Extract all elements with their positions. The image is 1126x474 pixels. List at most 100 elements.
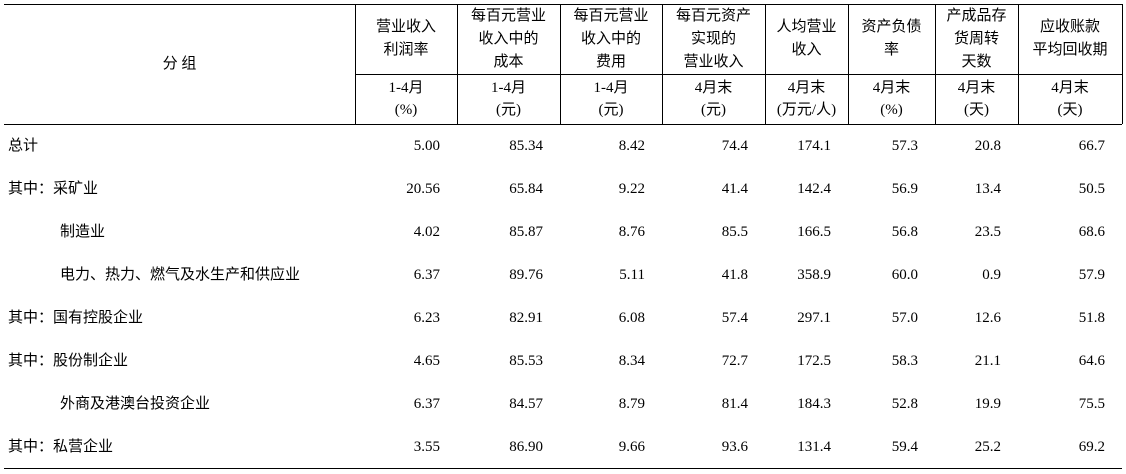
cell-value: 51.8 [1078, 310, 1105, 326]
cell-value: 8.34 [618, 353, 645, 369]
row-label: 外商及港澳台投资企业 [60, 396, 211, 412]
cell-value: 13.4 [974, 181, 1001, 197]
cell-value: 50.5 [1078, 181, 1105, 197]
rule [560, 4, 561, 124]
cell-value: 89.76 [509, 267, 543, 283]
column-title: 产成品存 [946, 7, 1007, 24]
row-label: 制造业 [60, 224, 106, 240]
column-title: 收入 [791, 42, 822, 58]
cell-value: 297.1 [797, 310, 831, 326]
cell-value: 5.00 [413, 138, 440, 154]
cell-value: 68.6 [1078, 224, 1105, 240]
column-period: 4月末 [1051, 80, 1089, 96]
column-unit: (元) [598, 102, 624, 118]
column-title: 实现的 [690, 30, 736, 47]
cell-value: 19.9 [974, 396, 1001, 412]
rule [848, 4, 849, 124]
column-period: 1-4月 [593, 80, 629, 96]
cell-value: 4.02 [413, 224, 440, 240]
cell-value: 8.76 [618, 224, 645, 240]
column-title: 营业收入 [683, 53, 744, 70]
cell-value: 65.84 [509, 181, 543, 197]
cell-value: 57.4 [721, 310, 748, 326]
column-period: 4月末 [957, 80, 996, 96]
cell-value: 74.4 [721, 138, 748, 154]
cell-value: 3.55 [413, 439, 440, 455]
column-title: 平均回收期 [1032, 42, 1108, 58]
column-title: 率 [883, 42, 899, 58]
rule [457, 4, 458, 124]
cell-value: 41.4 [721, 181, 748, 197]
cell-value: 174.1 [797, 138, 831, 154]
cell-value: 20.8 [974, 138, 1001, 154]
cell-value: 21.1 [974, 353, 1001, 369]
cell-value: 84.57 [509, 396, 543, 412]
cell-value: 6.08 [618, 310, 645, 326]
cell-value: 6.23 [413, 310, 440, 326]
column-period: 1-4月 [491, 80, 526, 96]
cell-value: 56.9 [891, 181, 918, 197]
cell-value: 57.9 [1078, 267, 1105, 283]
cell-value: 56.8 [891, 224, 918, 240]
row-label: 其中：私营企业 [8, 439, 114, 455]
cell-value: 93.6 [721, 439, 748, 455]
row-label: 其中：股份制企业 [8, 353, 129, 369]
column-title: 货周转 [953, 30, 999, 47]
cell-value: 25.2 [974, 439, 1001, 455]
cell-value: 59.4 [891, 439, 918, 455]
column-title: 收入中的 [580, 30, 641, 47]
cell-value: 172.5 [797, 353, 831, 369]
cell-value: 58.3 [891, 353, 918, 369]
cell-value: 57.3 [891, 138, 918, 154]
column-unit: (天) [964, 102, 989, 118]
column-title: 每百元资产 [675, 7, 751, 24]
cell-value: 9.22 [618, 181, 645, 197]
column-title: 费用 [595, 53, 626, 70]
cell-value: 69.2 [1078, 439, 1105, 455]
rule [355, 4, 356, 124]
column-title: 利润率 [383, 42, 429, 58]
rule [935, 4, 936, 124]
cell-value: 23.5 [974, 224, 1001, 240]
cell-value: 66.7 [1078, 138, 1105, 154]
column-period: 1-4月 [388, 80, 424, 96]
cell-value: 86.90 [509, 439, 543, 455]
cell-value: 166.5 [797, 224, 831, 240]
cell-value: 8.79 [618, 396, 645, 412]
column-title: 收入中的 [478, 30, 539, 47]
column-period: 4月末 [787, 80, 826, 96]
cell-value: 82.91 [509, 310, 543, 326]
cell-value: 41.8 [721, 267, 748, 283]
cell-value: 85.53 [509, 353, 543, 369]
cell-value: 9.66 [618, 439, 645, 455]
column-title: 每百元营业 [573, 7, 649, 24]
row-label: 总计 [8, 138, 39, 154]
cell-value: 85.5 [721, 224, 748, 240]
cell-value: 6.37 [413, 267, 440, 283]
column-title: 应收账款 [1039, 19, 1100, 35]
cell-value: 4.65 [413, 353, 440, 369]
column-title: 营业收入 [375, 19, 436, 35]
cell-value: 358.9 [797, 267, 831, 283]
cell-value: 12.6 [974, 310, 1001, 326]
cell-value: 57.0 [891, 310, 918, 326]
rule [355, 74, 1122, 75]
cell-value: 81.4 [721, 396, 748, 412]
cell-value: 8.42 [618, 138, 645, 154]
column-title: 人均营业 [776, 19, 837, 35]
column-unit: (元) [701, 102, 726, 118]
column-unit: (%) [394, 102, 418, 118]
rule [1018, 4, 1019, 124]
rule [4, 124, 1122, 125]
rule [1122, 4, 1123, 124]
column-unit: (天) [1057, 102, 1083, 118]
row-label: 其中：采矿业 [8, 181, 99, 197]
cell-value: 85.34 [509, 138, 543, 154]
column-title: 天数 [961, 53, 992, 70]
cell-value: 64.6 [1078, 353, 1105, 369]
rule [4, 468, 1122, 469]
column-period: 4月末 [694, 80, 733, 96]
column-title: 资产负债 [861, 19, 922, 35]
cell-value: 75.5 [1078, 396, 1105, 412]
